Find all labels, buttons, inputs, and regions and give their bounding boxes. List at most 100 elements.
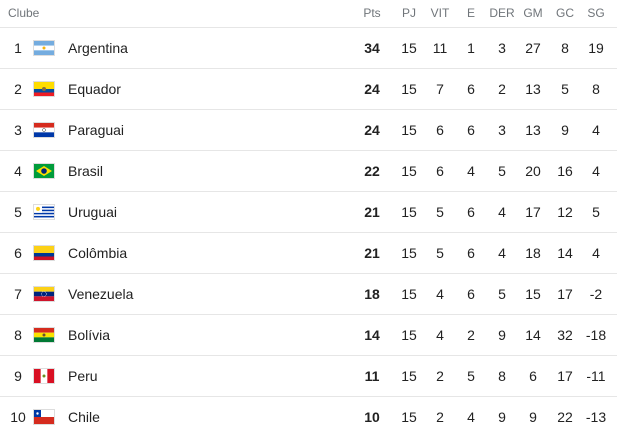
rank: 6	[14, 245, 22, 261]
separator	[0, 109, 617, 110]
team-name: Argentina	[68, 40, 128, 56]
stat: 9	[529, 409, 537, 425]
stat: 12	[557, 204, 573, 220]
stat: 6	[467, 122, 475, 138]
stat: 15	[401, 409, 417, 425]
stat: 6	[529, 368, 537, 384]
separator	[0, 27, 617, 28]
stat: -18	[585, 327, 607, 343]
stat: 11	[432, 40, 448, 56]
stat: 8	[498, 368, 506, 384]
stat: 8	[561, 40, 569, 56]
rank: 2	[14, 81, 22, 97]
stat: 2	[436, 368, 444, 384]
team-flag	[34, 41, 54, 55]
points: 24	[364, 81, 380, 97]
stat: 17	[557, 286, 573, 302]
points: 22	[364, 163, 380, 179]
rank: 3	[14, 122, 22, 138]
team-name: Uruguai	[68, 204, 118, 220]
header-club: Clube	[8, 6, 40, 20]
stat: 9	[498, 409, 506, 425]
stat: 5	[436, 245, 444, 261]
team-flag	[34, 369, 54, 383]
stat: 9	[498, 327, 506, 343]
team-name: Chile	[68, 409, 100, 425]
stat: 4	[592, 245, 600, 261]
stat: 20	[525, 163, 541, 179]
stat: 15	[401, 286, 417, 302]
separator	[0, 273, 617, 274]
separator	[0, 232, 617, 233]
header-stat: GC	[556, 6, 574, 20]
stat: 3	[498, 40, 506, 56]
team-flag	[34, 164, 54, 178]
stat: 5	[498, 163, 506, 179]
points: 10	[364, 409, 380, 425]
header-stat: GM	[523, 6, 543, 20]
stat: 4	[467, 409, 475, 425]
stat: 15	[401, 163, 417, 179]
rank: 8	[14, 327, 22, 343]
rank: 5	[14, 204, 22, 220]
team-flag	[34, 328, 54, 342]
stat: -11	[586, 368, 606, 384]
stat: 7	[436, 81, 444, 97]
separator	[0, 314, 617, 315]
stat: 6	[467, 245, 475, 261]
team-name: Bolívia	[68, 327, 111, 343]
points: 14	[364, 327, 380, 343]
team-name: Paraguai	[68, 122, 125, 138]
team-name: Brasil	[68, 163, 104, 179]
header-stat: SG	[587, 6, 605, 20]
stat: 14	[557, 245, 573, 261]
header-stat: E	[466, 6, 476, 20]
stat: 2	[498, 81, 506, 97]
team-flag	[34, 246, 54, 260]
stat: 15	[401, 40, 417, 56]
team-name: Equador	[68, 81, 121, 97]
stat: 6	[467, 286, 475, 302]
stat: 5	[561, 81, 569, 97]
stat: 17	[557, 368, 573, 384]
stat: 15	[401, 204, 417, 220]
stat: 6	[436, 163, 444, 179]
stat: 18	[525, 245, 541, 261]
stat: 5	[467, 368, 475, 384]
stat: 8	[592, 81, 600, 97]
points: 21	[364, 204, 380, 220]
stat: 4	[467, 163, 475, 179]
stat: 15	[525, 286, 541, 302]
team-flag	[34, 205, 54, 219]
team-name: Colômbia	[68, 245, 128, 261]
separator	[0, 68, 617, 69]
stat: 15	[401, 368, 417, 384]
team-flag	[34, 287, 54, 301]
stat: 2	[467, 327, 475, 343]
stat: -13	[585, 409, 607, 425]
team-name: Venezuela	[68, 286, 134, 302]
stat: 22	[557, 409, 573, 425]
stat: 5	[436, 204, 444, 220]
stat: 4	[436, 286, 444, 302]
stat: 4	[498, 204, 506, 220]
stat: 2	[436, 409, 444, 425]
stat: 16	[557, 163, 573, 179]
separator	[0, 191, 617, 192]
stat: 15	[401, 327, 417, 343]
header-stat: VIT	[430, 6, 450, 20]
points: 18	[364, 286, 380, 302]
stat: 3	[498, 122, 506, 138]
stat: 19	[588, 40, 604, 56]
stat: 13	[525, 122, 541, 138]
stat: 17	[525, 204, 541, 220]
header-stat: Pts	[363, 6, 381, 20]
stat: 1	[467, 40, 475, 56]
stat: 5	[592, 204, 600, 220]
separator	[0, 396, 617, 397]
stat: 4	[436, 327, 444, 343]
stat: -2	[589, 286, 603, 302]
stat: 9	[561, 122, 569, 138]
points: 34	[364, 40, 380, 56]
points: 24	[364, 122, 380, 138]
